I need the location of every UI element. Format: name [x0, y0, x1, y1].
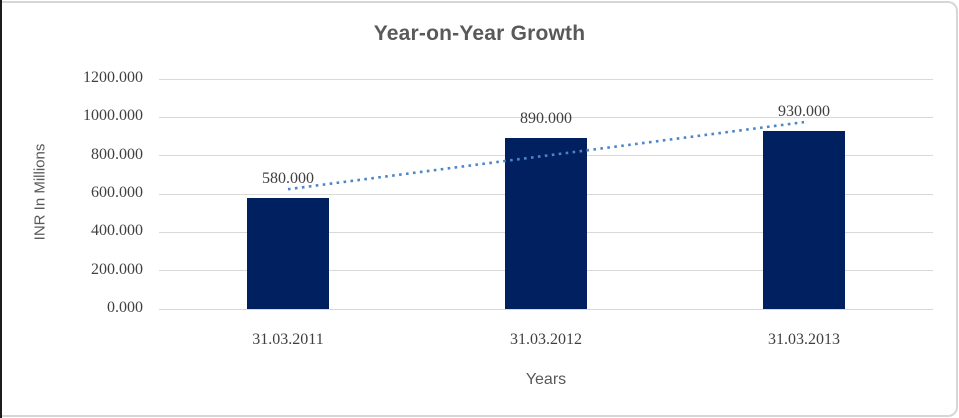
page-left-edge-line — [0, 0, 2, 418]
x-tick-label-31.03.2011: 31.03.2011 — [252, 331, 324, 348]
y-tick-label: 400.000 — [91, 222, 143, 240]
y-tick-label: 800.000 — [91, 145, 143, 163]
gridline-0.000 — [159, 308, 933, 310]
chart-title: Year-on-Year Growth — [373, 22, 586, 45]
gridline-1000.000 — [159, 116, 933, 118]
x-axis-title: Years — [525, 371, 567, 388]
data-label-31.03.2012: 890.000 — [520, 110, 572, 128]
gridline-1200.000 — [159, 78, 933, 80]
bar-31.03.2011[interactable] — [247, 197, 329, 309]
y-tick-label: 600.000 — [91, 184, 143, 201]
data-label-31.03.2011: 580.000 — [262, 169, 314, 187]
data-label-31.03.2013: 930.000 — [778, 102, 830, 120]
x-tick-label-31.03.2013: 31.03.2013 — [768, 331, 840, 348]
x-tick-label-31.03.2012: 31.03.2012 — [510, 331, 582, 348]
y-tick-label: 0.000 — [107, 299, 143, 316]
y-tick-label: 1000.000 — [83, 107, 143, 125]
bar-31.03.2012[interactable] — [505, 138, 587, 309]
y-tick-label: 1200.000 — [83, 69, 143, 86]
bar-31.03.2013[interactable] — [763, 130, 845, 309]
y-tick-label: 200.000 — [91, 260, 143, 278]
